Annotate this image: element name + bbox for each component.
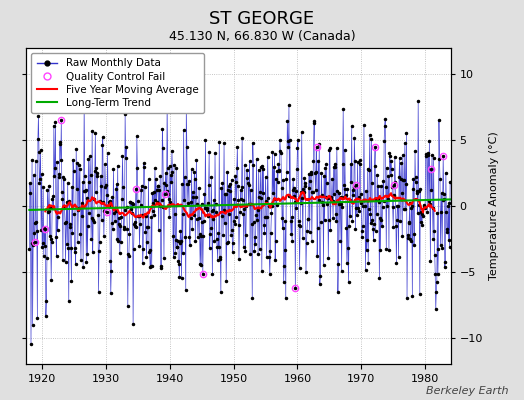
Text: 45.130 N, 66.830 W (Canada): 45.130 N, 66.830 W (Canada) (169, 30, 355, 43)
Y-axis label: Temperature Anomaly (°C): Temperature Anomaly (°C) (488, 132, 499, 280)
Text: ST GEORGE: ST GEORGE (210, 10, 314, 28)
Text: Berkeley Earth: Berkeley Earth (426, 386, 508, 396)
Legend: Raw Monthly Data, Quality Control Fail, Five Year Moving Average, Long-Term Tren: Raw Monthly Data, Quality Control Fail, … (31, 53, 204, 113)
